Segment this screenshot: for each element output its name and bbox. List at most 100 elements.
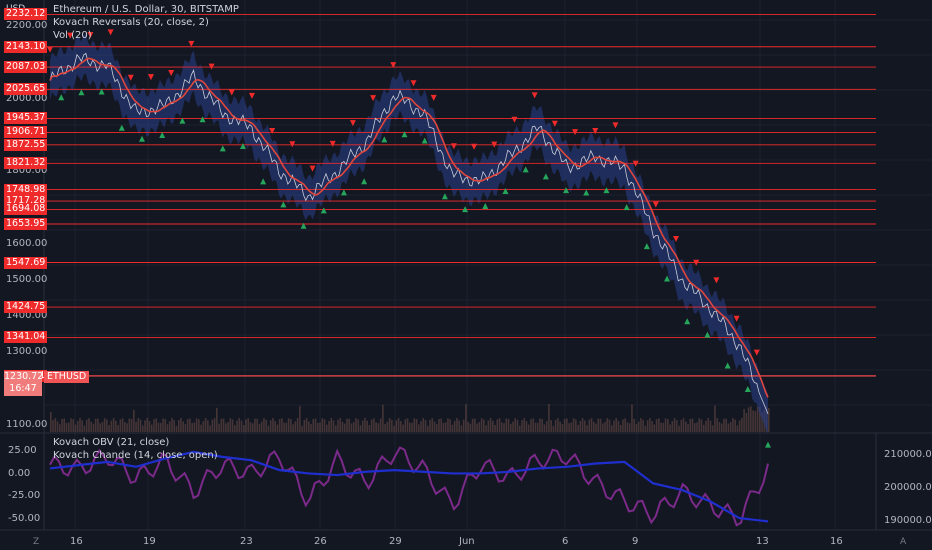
volume-bar [729,421,732,432]
chande-line [49,446,769,527]
volume-bar [303,419,306,432]
volume-bar [478,422,481,432]
time-tick: 13 [756,536,769,547]
volume-bar [204,418,207,432]
volume-bar [676,420,678,432]
volume-bar [523,418,526,432]
volume-bar [754,411,757,432]
price-tick: 2200.00 [6,20,48,32]
volume-bar [159,422,162,432]
volume-bar [723,418,725,432]
volume-bar [283,422,285,432]
volume-bar [209,425,211,432]
level-tag: 2143.10 [4,40,48,53]
volume-bar [128,418,131,432]
volume-bar [88,418,90,432]
volume-bar [189,418,191,432]
volume-bar [637,421,640,432]
time-tick: Jun [459,536,475,547]
sell-marker [471,143,478,150]
volume-bar [50,412,52,432]
buy-marker [78,89,85,96]
volume-bar [660,422,662,432]
level-tag: 1547.69 [4,256,48,269]
volume-bar [563,418,566,432]
buy-marker [765,441,771,448]
sell-marker [47,46,53,53]
volume-bar [377,423,380,432]
volume-bar [202,420,205,432]
volume-bar [440,418,443,432]
volume-bar [180,418,182,432]
volume-bar [242,425,245,432]
volume-bar [61,418,63,432]
volume-bar [658,418,660,432]
volume-bar [644,425,647,432]
volume-bar [480,418,483,432]
volume-bar [321,418,324,432]
volume-bar [451,424,454,432]
volume-bar [384,423,386,432]
legend-kovach-obv[interactable]: Kovach OBV (21, close) [53,437,170,448]
buy-marker [159,132,166,139]
volume-bar [610,425,613,432]
volume-bar [649,418,651,432]
volume-bar [124,422,126,432]
volume-bar [539,418,541,432]
volume-bar [561,424,564,432]
volume-bar [552,425,555,432]
volume-bar [397,418,400,432]
volume-bar [536,422,539,432]
legend-kovach-chande[interactable]: Kovach Chande (14, close, open) [53,450,218,461]
volume-bar [58,424,61,432]
volume-bar [350,423,353,432]
volume-bar [184,424,187,432]
volume-bar [406,418,409,432]
volume-bar [332,420,335,432]
time-tick: 9 [632,536,639,547]
volume-bar [471,418,474,432]
volume-bar [108,425,110,432]
sell-marker [248,92,255,99]
volume-bar [301,425,303,432]
time-tick: 26 [314,536,327,547]
volume-bar [705,420,707,432]
level-tag: 1653.95 [4,218,48,230]
volume-bar [581,418,584,432]
volume-bar [272,418,274,432]
volume-bar [714,405,716,432]
volume-bar [200,424,202,432]
legend-volume[interactable]: Vol (20) [53,30,92,41]
sell-marker [673,235,680,242]
reversal-band [50,33,768,434]
volume-bar [566,418,568,432]
legend-kovach-reversals[interactable]: Kovach Reversals (20, close, 2) [53,17,209,28]
legend-symbol[interactable]: Ethereum / U.S. Dollar, 30, BITSTAMP [53,4,239,15]
volume-bar [63,418,66,432]
volume-bar [750,406,752,432]
volume-bar [689,418,692,432]
volume-bar [756,406,759,432]
volume-bar [761,412,763,432]
volume-bar [211,419,214,432]
volume-bar [718,421,721,432]
zoom-reset-icon[interactable]: Z [33,537,40,547]
chande-tick: -50.00 [8,512,41,524]
buy-marker [684,318,691,325]
volume-bar [292,424,294,432]
volume-bar [112,418,115,432]
auto-scale-icon[interactable]: A [900,537,907,547]
volume-bar [153,419,155,432]
volume-bar [489,418,492,432]
volume-bar [339,418,342,432]
volume-bar [182,421,184,432]
volume-bar [433,421,436,432]
volume-bar [177,420,180,432]
volume-bar [702,424,705,432]
level-tag: 1694.08 [4,203,48,216]
volume-bar [512,421,514,432]
chande-tick: 25.00 [8,445,37,457]
volume-bar [294,421,297,432]
volume-bar [193,422,196,432]
